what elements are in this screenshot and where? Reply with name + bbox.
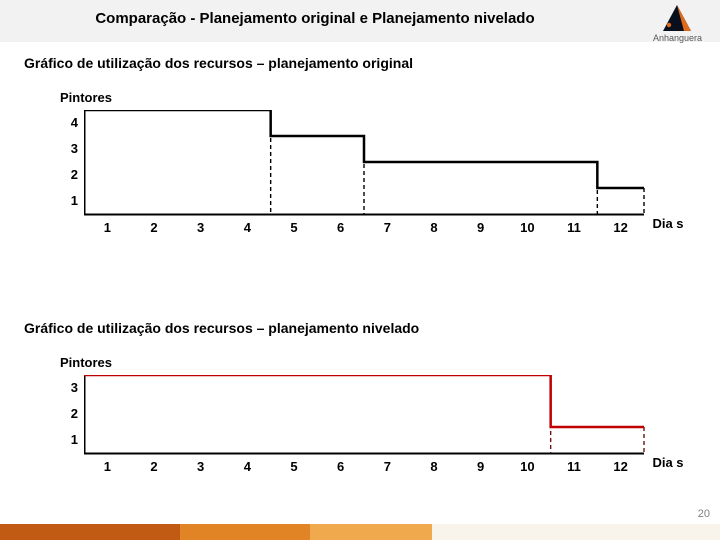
y-tick-label: 1 xyxy=(58,193,78,208)
x-tick-label: 9 xyxy=(457,220,504,235)
y-tick-label: 2 xyxy=(58,167,78,182)
x-tick-label: 1 xyxy=(84,220,131,235)
x-tick-label: 4 xyxy=(224,220,271,235)
chart1: Pintores1234123456789101112Dia s xyxy=(70,90,714,264)
x-tick-label: 2 xyxy=(131,459,178,474)
y-tick-label: 1 xyxy=(58,432,78,447)
x-tick-label: 11 xyxy=(551,459,598,474)
y-tick-label: 3 xyxy=(58,141,78,156)
x-tick-label: 12 xyxy=(597,220,644,235)
logo-icon xyxy=(659,3,695,33)
x-tick-label: 11 xyxy=(551,220,598,235)
footer-band-segment xyxy=(432,524,720,540)
x-tick-label: 7 xyxy=(364,459,411,474)
x-tick-label: 12 xyxy=(597,459,644,474)
footer-band-segment xyxy=(0,524,180,540)
logo-text: Anhanguera xyxy=(653,33,702,43)
brand-logo: Anhanguera xyxy=(653,3,702,43)
footer-band xyxy=(0,524,720,540)
x-tick-label: 10 xyxy=(504,459,551,474)
chart-plot xyxy=(84,375,646,455)
y-tick-label: 4 xyxy=(58,115,78,130)
x-tick-label: 3 xyxy=(177,459,224,474)
y-axis-title: Pintores xyxy=(60,90,112,105)
x-tick-label: 1 xyxy=(84,459,131,474)
page-title: Comparação - Planejamento original e Pla… xyxy=(0,10,630,27)
y-tick-label: 3 xyxy=(58,380,78,395)
x-tick-label: 10 xyxy=(504,220,551,235)
x-tick-label: 5 xyxy=(271,459,318,474)
x-axis-title: Dia s xyxy=(648,216,688,231)
y-tick-label: 2 xyxy=(58,406,78,421)
section2-title: Gráfico de utilização dos recursos – pla… xyxy=(24,320,419,336)
x-tick-label: 2 xyxy=(131,220,178,235)
x-tick-label: 5 xyxy=(271,220,318,235)
x-tick-label: 7 xyxy=(364,220,411,235)
page-number: 20 xyxy=(698,508,710,520)
chart2: Pintores123123456789101112Dia s xyxy=(70,355,714,503)
section1-title: Gráfico de utilização dos recursos – pla… xyxy=(24,55,413,71)
x-tick-label: 9 xyxy=(457,459,504,474)
x-tick-label: 3 xyxy=(177,220,224,235)
x-tick-label: 8 xyxy=(411,459,458,474)
chart-plot xyxy=(84,110,646,216)
x-axis-title: Dia s xyxy=(648,455,688,470)
x-tick-label: 6 xyxy=(317,220,364,235)
footer-band-segment xyxy=(180,524,310,540)
y-axis-title: Pintores xyxy=(60,355,112,370)
x-tick-label: 6 xyxy=(317,459,364,474)
x-tick-label: 8 xyxy=(411,220,458,235)
x-tick-label: 4 xyxy=(224,459,271,474)
footer-band-segment xyxy=(310,524,432,540)
